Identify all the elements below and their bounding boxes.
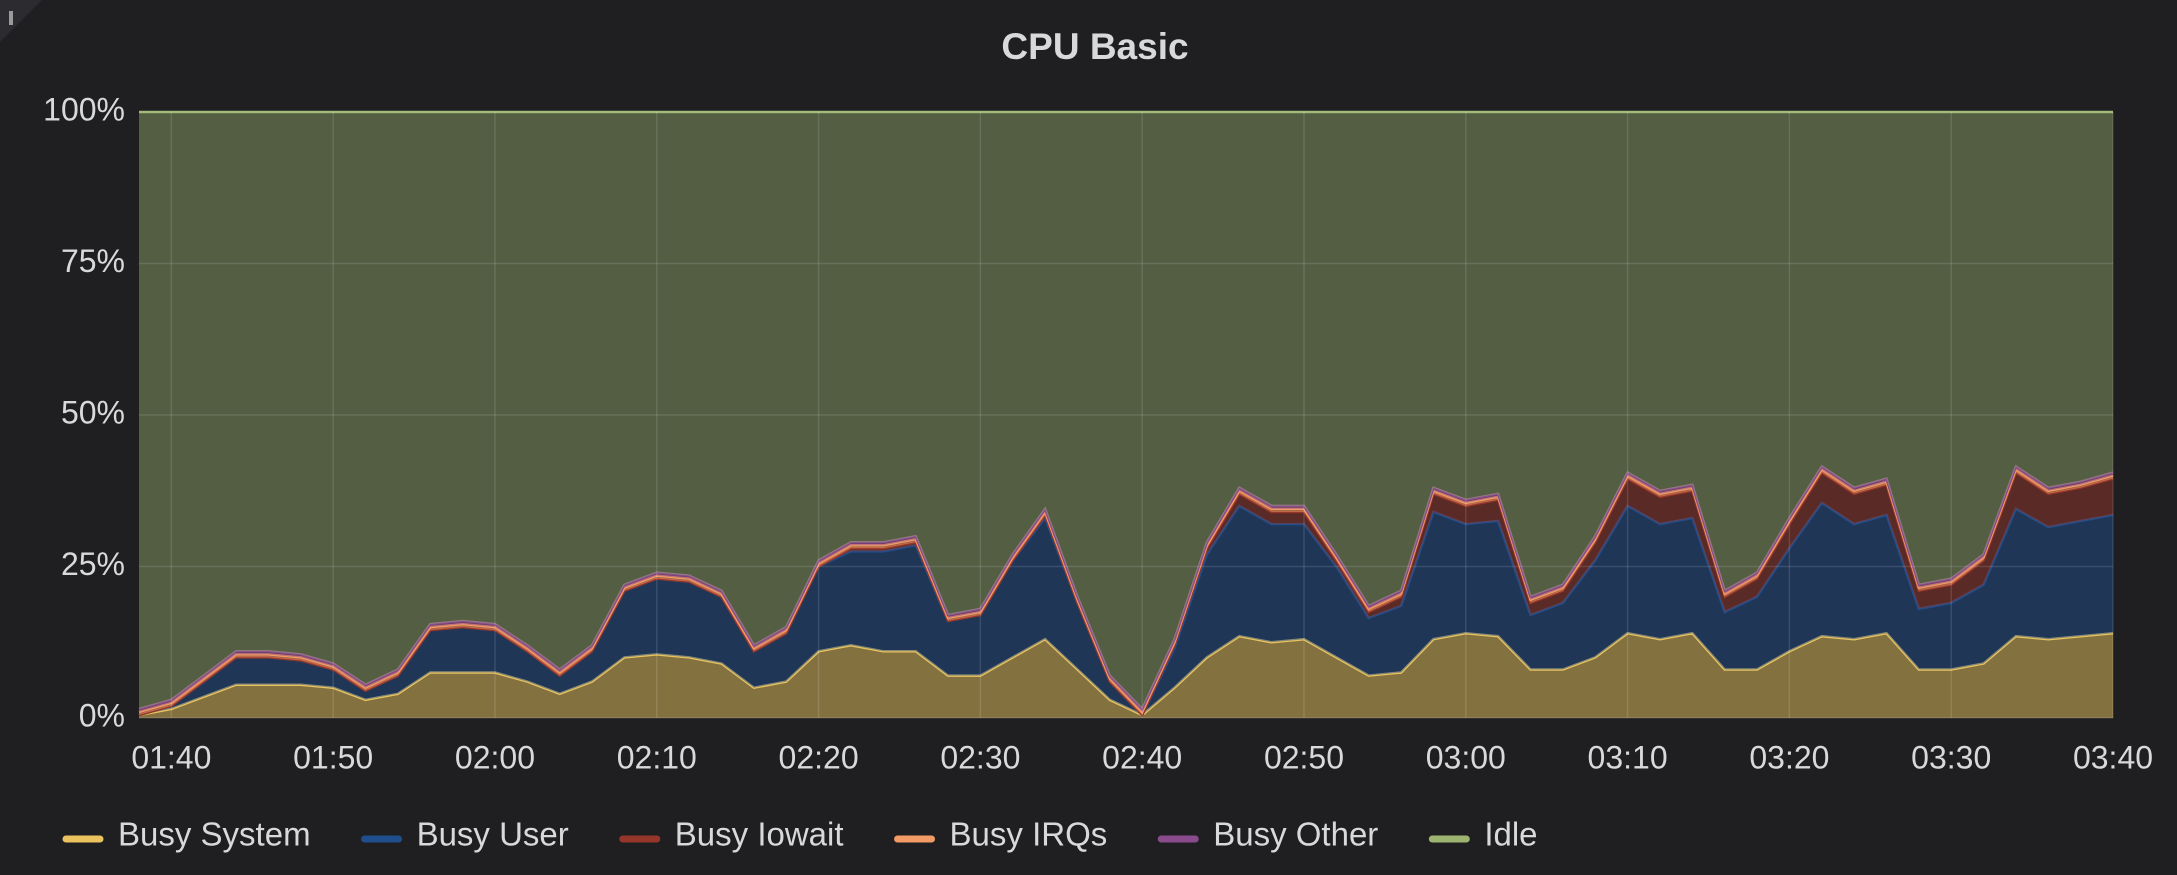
series-line bbox=[138, 464, 2114, 712]
x-tick-label: 02:10 bbox=[617, 739, 697, 775]
series-area bbox=[139, 502, 2113, 715]
series-area bbox=[139, 633, 2113, 718]
y-tick-label: 25% bbox=[61, 546, 125, 582]
x-tick-label: 01:40 bbox=[131, 739, 211, 775]
legend: Busy System Busy User Busy Iowait Busy IRQs… bbox=[62, 816, 1538, 853]
x-tick-label: 03:20 bbox=[1749, 739, 1829, 775]
y-tick-label: 50% bbox=[61, 394, 125, 430]
legend-label: Busy Iowait bbox=[675, 816, 844, 853]
x-tick-label: 02:30 bbox=[940, 739, 1020, 775]
info-corner[interactable] bbox=[0, 0, 42, 42]
y-tick-label: 0% bbox=[79, 697, 125, 733]
legend-label: Busy IRQs bbox=[950, 816, 1108, 853]
x-tick-label: 03:10 bbox=[1588, 739, 1668, 775]
legend-label: Busy Other bbox=[1213, 816, 1378, 853]
legend-label: Idle bbox=[1484, 816, 1537, 853]
y-tick-label: 75% bbox=[61, 243, 125, 279]
x-tick-label: 02:20 bbox=[779, 739, 859, 775]
x-tick-label: 02:50 bbox=[1264, 739, 1344, 775]
x-tick-label: 01:50 bbox=[293, 739, 373, 775]
chart-title: CPU Basic bbox=[1001, 26, 1188, 67]
x-tick-label: 03:00 bbox=[1426, 739, 1506, 775]
x-tick-label: 02:00 bbox=[455, 739, 535, 775]
x-tick-label: 03:30 bbox=[1911, 739, 1991, 775]
y-tick-label: 100% bbox=[43, 91, 125, 127]
legend-label: Busy User bbox=[417, 816, 569, 853]
x-tick-label: 03:40 bbox=[2073, 739, 2153, 775]
legend-label: Busy System bbox=[118, 816, 311, 853]
plot-area: 0% 25% 50% 75% 100% 01:40 01:50 02:00 02:10 02:20… bbox=[43, 91, 2153, 775]
info-icon[interactable] bbox=[9, 11, 13, 25]
x-tick-label: 02:40 bbox=[1102, 739, 1182, 775]
series-area bbox=[139, 112, 2113, 709]
